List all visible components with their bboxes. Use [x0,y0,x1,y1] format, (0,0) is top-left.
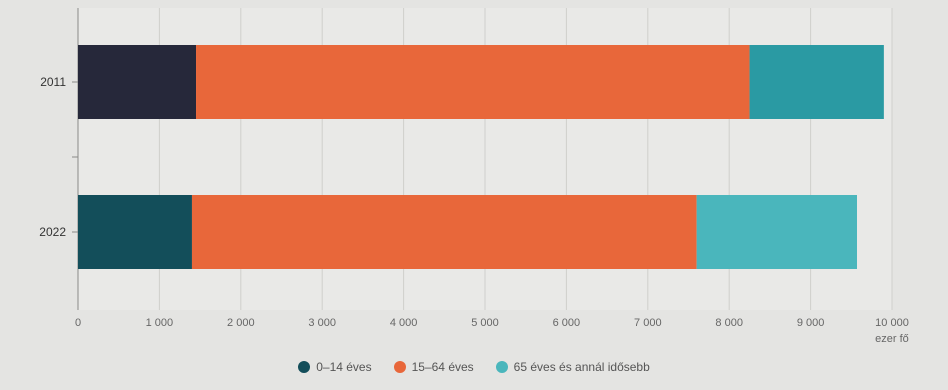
x-tick-label: 8 000 [715,317,743,329]
x-tick-label: 1 000 [146,317,174,329]
x-tick-label: 0 [75,317,81,329]
bar-segment [749,45,884,119]
x-tick-label: 3 000 [308,317,336,329]
bar-segment [191,195,697,269]
x-tick-label: 5 000 [471,317,499,329]
legend-item-0-14[interactable]: 0–14 éves [298,360,372,374]
stacked-bar-chart: 2011 2022 0 1 000 2 000 3 000 4 000 5 000 6 000 7… [39,8,909,345]
x-tick-label: 2 000 [227,317,255,329]
legend-item-15-64[interactable]: 15–64 éves [393,360,474,374]
legend-item-65-plus[interactable]: 65 éves és annál idősebb [495,360,650,374]
x-tick-label: 10 000 [875,317,909,329]
bar-segment [196,45,750,119]
x-axis-unit-label: ezer fő [875,333,909,345]
x-tick-label: 9 000 [797,317,825,329]
x-tick-label: 7 000 [634,317,662,329]
bar-segment [78,45,197,119]
y-tick-label: 2022 [39,225,66,239]
legend-label-15-64: 15–64 éves [411,360,474,374]
legend-label-65-plus: 65 éves és annál idősebb [513,360,650,374]
x-tick-label: 4 000 [390,317,418,329]
legend-swatch-15-64 [393,361,406,373]
legend-label-0-14: 0–14 éves [316,360,372,374]
legend-swatch-65-plus [495,361,508,373]
x-tick-label: 6 000 [553,317,581,329]
legend-swatch-0-14 [298,361,311,373]
bar-segment [696,195,857,269]
bar-segment [78,195,192,269]
legend: 0–14 éves 15–64 éves 65 éves és annál id… [0,360,948,374]
y-tick-label: 2011 [40,75,66,89]
